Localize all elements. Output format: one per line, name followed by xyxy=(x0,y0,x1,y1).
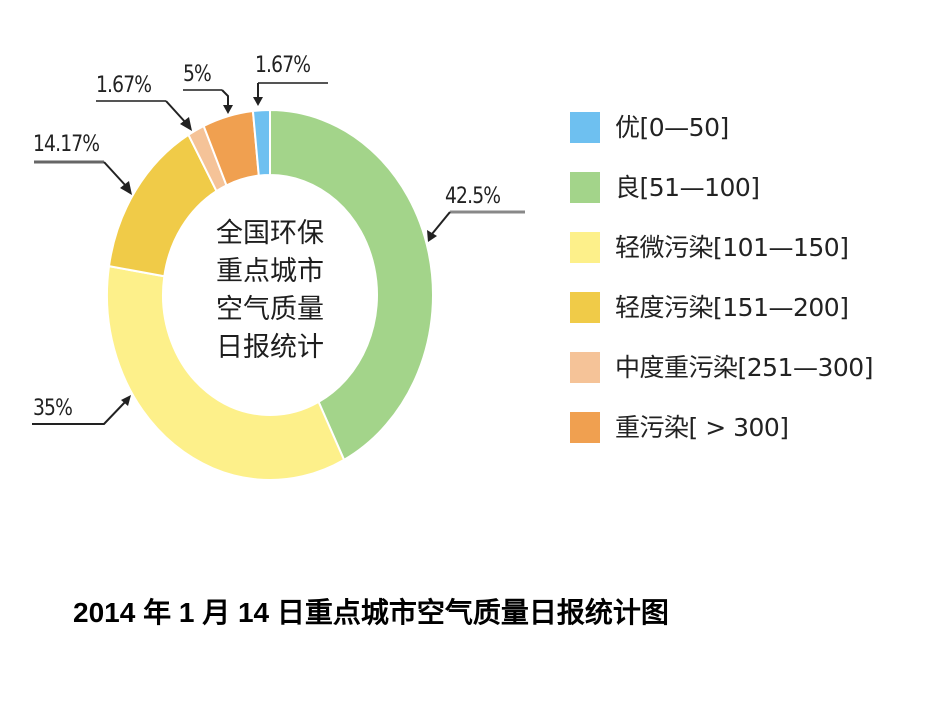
legend-swatch-zhong xyxy=(570,412,600,443)
arrowhead-icon xyxy=(223,105,233,114)
legend-swatch-you xyxy=(570,112,600,143)
arrowhead-icon xyxy=(121,395,131,406)
legend-label-zhongdu: 中度重污染[251—300] xyxy=(615,353,873,382)
label-you-percent: 1.67% xyxy=(255,53,311,78)
label-qingwei-percent: 35% xyxy=(33,396,73,421)
legend-swatch-qingdu xyxy=(570,292,600,323)
legend-label-qingdu: 轻度污染[151—200] xyxy=(615,293,849,322)
leader-line-qingdu-arrow xyxy=(103,161,127,187)
legend-item-you: 优[0—50] xyxy=(570,112,873,172)
leader-lines xyxy=(32,82,525,425)
arrowhead-icon xyxy=(427,230,437,242)
arrowhead-icon xyxy=(180,117,192,131)
chart-legend: 优[0—50] 良[51—100] 轻微污染[101—150] 轻度污染[151… xyxy=(570,112,873,472)
leader-line-zhongdu-arrow xyxy=(165,100,187,124)
donut-center-label: 全国环保 重点城市 空气质量 日报统计 xyxy=(200,215,340,367)
legend-item-liang: 良[51—100] xyxy=(570,172,873,232)
leader-line-zhong-arrow xyxy=(221,89,229,108)
legend-label-zhong: 重污染[ > 300] xyxy=(615,413,789,442)
center-line-3: 空气质量 xyxy=(216,294,324,325)
legend-swatch-zhongdu xyxy=(570,352,600,383)
donut-segment-liang xyxy=(269,108,434,462)
arrowhead-icon xyxy=(120,181,132,195)
label-zhong-percent: 5% xyxy=(183,62,212,87)
legend-label-liang: 良[51—100] xyxy=(615,173,760,202)
legend-item-qingdu: 轻度污染[151—200] xyxy=(570,292,873,352)
legend-item-zhongdu: 中度重污染[251—300] xyxy=(570,352,873,412)
legend-swatch-qingwei xyxy=(570,232,600,263)
chart-caption: 2014 年 1 月 14 日重点城市空气质量日报统计图 xyxy=(73,597,669,628)
label-qingdu-percent: 14.17% xyxy=(33,132,100,157)
label-liang-percent: 42.5% xyxy=(445,184,501,209)
label-zhongdu-percent: 1.67% xyxy=(96,73,152,98)
donut-segments xyxy=(106,108,434,481)
center-line-4: 日报统计 xyxy=(216,332,324,363)
legend-swatch-liang xyxy=(570,172,600,203)
donut-segment-qingwei xyxy=(106,264,346,481)
donut-segment-you xyxy=(251,108,271,177)
arrowhead-icon xyxy=(253,97,263,106)
legend-item-qingwei: 轻微污染[101—150] xyxy=(570,232,873,292)
center-line-1: 全国环保 xyxy=(216,218,324,249)
legend-item-zhong: 重污染[ > 300] xyxy=(570,412,873,472)
center-line-2: 重点城市 xyxy=(216,256,324,287)
legend-label-you: 优[0—50] xyxy=(615,113,729,142)
legend-label-qingwei: 轻微污染[101—150] xyxy=(615,233,849,262)
leader-line-qingwei xyxy=(32,400,127,425)
leader-line-liang-arrow xyxy=(431,211,451,235)
